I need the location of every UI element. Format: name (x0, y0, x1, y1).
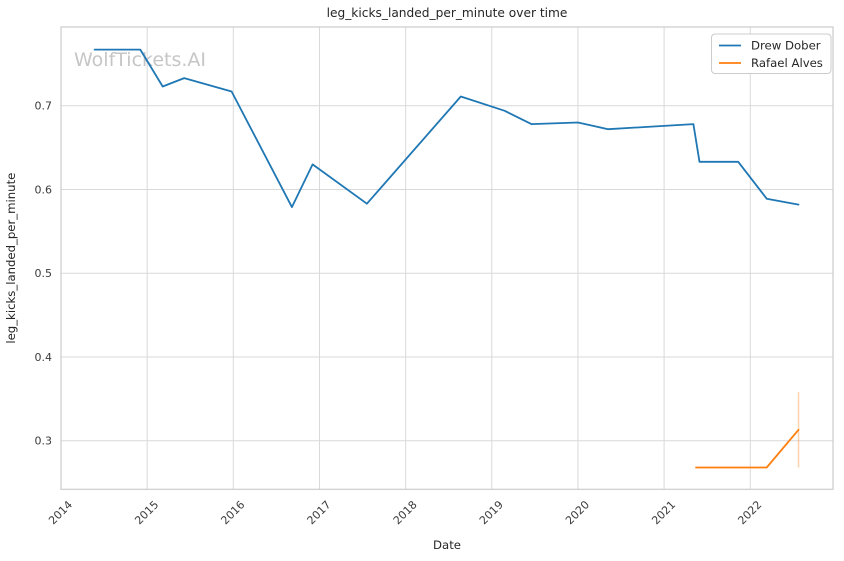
watermark: WolfTickets.AI (74, 49, 206, 71)
x-tick-label: 2019 (477, 498, 506, 527)
x-tick-label: 2020 (563, 498, 592, 527)
legend-label: Drew Dober (751, 39, 821, 53)
series-line-rafael-alves (695, 428, 800, 469)
x-tick-label: 2018 (391, 498, 420, 527)
plot-border (60, 26, 834, 490)
y-tick-label: 0.7 (35, 100, 53, 113)
y-tick-label: 0.3 (35, 435, 53, 448)
legend-label: Rafael Alves (751, 56, 823, 70)
x-tick-label: 2016 (218, 498, 247, 527)
chart-title: leg_kicks_landed_per_minute over time (327, 6, 568, 20)
legend: Drew Dober Rafael Alves (711, 33, 832, 74)
y-axis-label: leg_kicks_landed_per_minute (4, 173, 18, 344)
y-tick-label: 0.6 (35, 183, 53, 196)
x-axis-label: Date (433, 538, 461, 552)
x-tick-label: 2022 (735, 498, 764, 527)
x-tick-label: 2015 (132, 498, 161, 527)
series-line-drew-dober (93, 48, 800, 209)
x-tick-label: 2014 (46, 498, 75, 527)
y-tick-label: 0.4 (35, 351, 53, 364)
x-tick-label: 2021 (649, 498, 678, 527)
x-tick-label: 2017 (305, 498, 334, 527)
legend-box (711, 33, 832, 74)
y-tick-label: 0.5 (35, 267, 53, 280)
